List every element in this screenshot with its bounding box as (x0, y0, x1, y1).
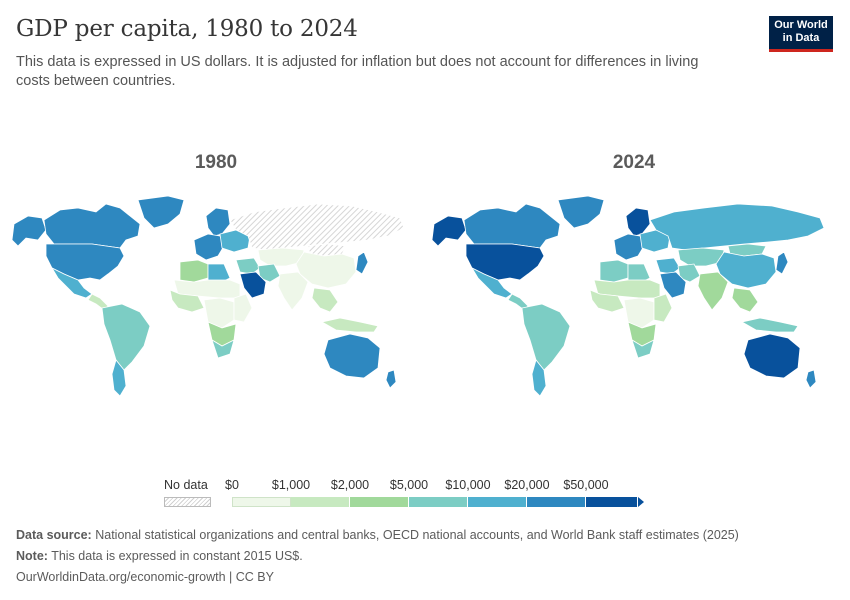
region-china[interactable] (715, 251, 777, 289)
color-legend: No data $0 $1,000 $2,000 $5,000 $10,000 $20,0… (160, 478, 660, 518)
map-year-label-1980: 1980 (194, 152, 238, 173)
region-canada[interactable] (43, 203, 141, 249)
region-new-zealand[interactable] (385, 369, 397, 389)
region-arabia[interactable] (659, 271, 687, 299)
region-china[interactable] (295, 251, 357, 289)
logo-line-1: Our World (774, 19, 828, 31)
region-south-america[interactable] (521, 303, 571, 371)
region-se-asia[interactable] (731, 287, 759, 313)
footer-source: Data source: National statistical organi… (16, 528, 739, 542)
footer-note-label: Note: (16, 549, 48, 563)
region-south-america[interactable] (101, 303, 151, 371)
region-se-asia[interactable] (311, 287, 339, 313)
legend-tick-label: $20,000 (504, 478, 550, 492)
world-map-2024[interactable] (428, 190, 838, 405)
region-alaska[interactable] (431, 215, 467, 247)
legend-no-data-swatch[interactable] (164, 497, 211, 507)
region-central-asia[interactable] (677, 247, 725, 267)
legend-tick-label: $1,000 (271, 478, 311, 492)
footer-note-text: This data is expressed in constant 2015 … (51, 549, 303, 563)
region-mexico[interactable] (470, 267, 513, 299)
footer-note: Note: This data is expressed in constant… (16, 549, 303, 563)
region-australia[interactable] (323, 333, 381, 379)
region-new-zealand[interactable] (805, 369, 817, 389)
legend-no-data-label: No data (164, 478, 208, 492)
map-year-label-2024: 2024 (612, 152, 656, 173)
footer-source-label: Data source: (16, 528, 92, 542)
region-europe-west[interactable] (193, 233, 225, 261)
region-southern-cone[interactable] (531, 359, 547, 397)
region-mexico[interactable] (50, 267, 93, 299)
region-south-africa[interactable] (211, 339, 235, 359)
region-scandinavia[interactable] (625, 207, 651, 237)
legend-color-bin[interactable] (232, 497, 291, 507)
legend-tick-label: $2,000 (330, 478, 370, 492)
legend-color-bin[interactable] (586, 497, 638, 507)
region-east-africa[interactable] (653, 293, 673, 323)
legend-color-bin[interactable] (527, 497, 586, 507)
region-australia[interactable] (743, 333, 801, 379)
region-arabia[interactable] (239, 271, 267, 299)
region-ussr[interactable] (649, 203, 825, 251)
region-greenland[interactable] (137, 195, 185, 229)
region-west-africa[interactable] (589, 289, 625, 313)
legend-tick-label: $10,000 (445, 478, 491, 492)
region-north-africa[interactable] (599, 259, 629, 283)
region-east-africa[interactable] (233, 293, 253, 323)
legend-tick-label: $50,000 (563, 478, 609, 492)
legend-color-bin[interactable] (291, 497, 350, 507)
world-map-1980[interactable] (8, 190, 418, 405)
region-greenland[interactable] (557, 195, 605, 229)
region-japan[interactable] (775, 251, 789, 275)
chart-subtitle: This data is expressed in US dollars. It… (16, 54, 699, 89)
region-indonesia[interactable] (320, 317, 379, 333)
region-indonesia[interactable] (740, 317, 799, 333)
chart-title: GDP per capita, 1980 to 2024 (16, 16, 358, 42)
region-central-asia[interactable] (257, 247, 305, 267)
legend-color-bin[interactable] (468, 497, 527, 507)
footer-url[interactable]: OurWorldinData.org/economic-growth | CC … (16, 570, 274, 584)
region-middle-east[interactable] (655, 257, 681, 275)
legend-color-bin[interactable] (350, 497, 409, 507)
region-west-africa[interactable] (169, 289, 205, 313)
owid-logo[interactable]: Our World in Data (769, 16, 833, 52)
region-south-asia[interactable] (277, 271, 309, 311)
legend-color-bin[interactable] (409, 497, 468, 507)
region-south-asia[interactable] (697, 271, 729, 311)
footer-source-text: National statistical organizations and c… (95, 528, 739, 542)
legend-tick-label: $5,000 (389, 478, 429, 492)
region-alaska[interactable] (11, 215, 47, 247)
region-europe-west[interactable] (613, 233, 645, 261)
region-canada[interactable] (463, 203, 561, 249)
legend-arrow-icon (638, 497, 644, 507)
region-japan[interactable] (355, 251, 369, 275)
region-ussr[interactable] (229, 203, 405, 251)
region-south-africa[interactable] (631, 339, 655, 359)
region-north-africa[interactable] (179, 259, 209, 283)
logo-line-2: in Data (782, 32, 820, 44)
region-middle-east[interactable] (235, 257, 261, 275)
region-southern-cone[interactable] (111, 359, 127, 397)
legend-tick-label: $0 (225, 478, 239, 492)
region-scandinavia[interactable] (205, 207, 231, 237)
